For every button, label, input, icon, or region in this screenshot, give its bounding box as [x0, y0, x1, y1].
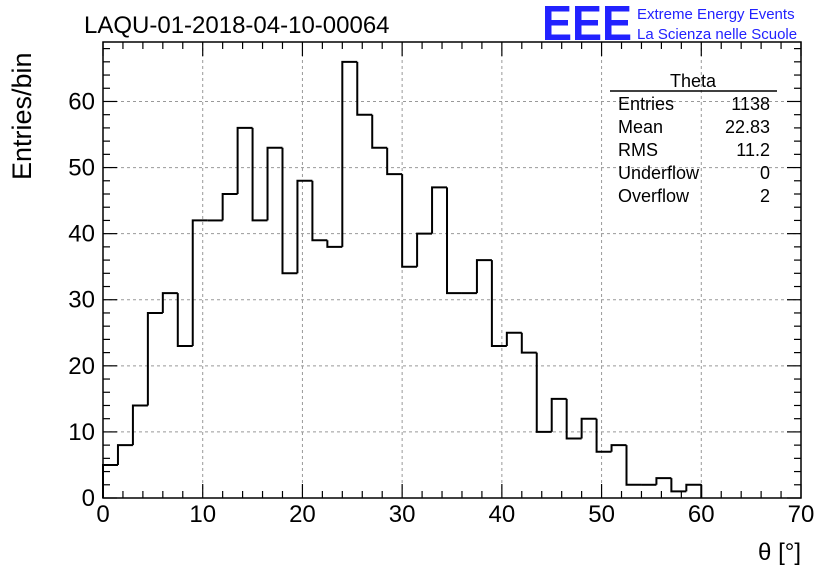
x-tick-label-60: 60 [688, 501, 715, 528]
y-tick-label-40: 40 [68, 221, 95, 248]
histogram-bin-10 [251, 127, 268, 222]
chart-title: LAQU-01-2018-04-10-00064 [84, 12, 390, 39]
x-axis-label: θ [°] [758, 539, 801, 566]
histogram-bin-15 [326, 240, 343, 248]
y-tick-label-60: 60 [68, 88, 95, 115]
x-tick-label-70: 70 [788, 501, 815, 528]
stats-label-rms: RMS [618, 140, 658, 160]
histogram-bin-3 [146, 311, 163, 406]
y-axis-label: Entries/bin [7, 52, 37, 180]
histogram-bin-27 [505, 331, 522, 346]
y-tick-label-20: 20 [68, 353, 95, 380]
stats-value-rms: 11.2 [736, 140, 770, 160]
histogram-bin-22 [431, 186, 448, 234]
histogram-bin-37 [655, 477, 672, 485]
stats-value-underflow: 0 [760, 163, 770, 183]
histogram-bin-14 [311, 180, 328, 242]
histogram-bin-11 [266, 146, 283, 221]
histogram-bin-29 [535, 352, 552, 433]
y-tick-label-0: 0 [82, 485, 95, 512]
histogram-bin-5 [176, 293, 193, 347]
stats-label-overflow: Overflow [618, 186, 690, 206]
x-tick-label-30: 30 [389, 501, 416, 528]
histogram-bin-9 [236, 126, 253, 194]
histogram-bin-13 [296, 179, 313, 274]
stats-value-overflow: 2 [760, 186, 770, 206]
histogram-bin-33 [595, 418, 612, 453]
histogram-bin-25 [475, 259, 492, 294]
eee-logo-line2: La Scienza nelle Scuole [637, 26, 797, 43]
histogram-bin-39 [685, 483, 702, 492]
x-tick-label-10: 10 [189, 501, 216, 528]
histogram-bin-35 [625, 445, 642, 486]
histogram-bin-21 [416, 232, 433, 267]
histogram-bin-4 [161, 292, 178, 313]
x-tick-label-40: 40 [489, 501, 516, 528]
histogram-bin-8 [221, 193, 238, 221]
stats-label-mean: Mean [618, 117, 663, 137]
plot-frame [102, 41, 802, 499]
histogram-bin-34 [610, 444, 627, 452]
histogram-bin-6 [191, 219, 208, 346]
stats-value-entries: 1138 [731, 94, 770, 114]
histogram-bin-31 [565, 398, 582, 440]
histogram-bin-17 [356, 61, 373, 116]
histogram-bin-18 [371, 114, 388, 149]
histogram-bin-1 [116, 444, 133, 465]
histogram-bin-20 [401, 174, 418, 268]
x-tick-label-20: 20 [289, 501, 316, 528]
histogram-bin-30 [550, 397, 567, 432]
y-tick-label-30: 30 [68, 287, 95, 314]
eee-logo: EEE Extreme Energy Events La Scienza nel… [542, 0, 797, 51]
stats-title: Theta [670, 71, 717, 91]
histogram-bin-32 [580, 417, 597, 439]
histogram-bin-19 [386, 147, 403, 176]
histogram-bin-12 [281, 147, 298, 275]
histogram-bin-16 [341, 60, 358, 247]
eee-logo-mark: EEE [542, 0, 632, 51]
histogram-bin-28 [520, 332, 537, 354]
histogram-bin-26 [490, 260, 507, 347]
stats-box: Theta Entries 1138 Mean 22.83 RMS 11.2 U… [610, 71, 777, 206]
grid-lines [103, 42, 801, 498]
histogram-bin-2 [131, 404, 148, 446]
stats-value-mean: 22.83 [725, 117, 770, 137]
y-tick-label-10: 10 [68, 419, 95, 446]
x-tick-label-50: 50 [588, 501, 615, 528]
y-tick-label-50: 50 [68, 155, 95, 182]
x-tick-label-0: 0 [96, 501, 109, 528]
eee-logo-line1: Extreme Energy Events [637, 6, 795, 23]
stats-label-entries: Entries [618, 94, 674, 114]
stats-label-underflow: Underflow [618, 163, 700, 183]
histogram-bin-23 [446, 187, 462, 295]
